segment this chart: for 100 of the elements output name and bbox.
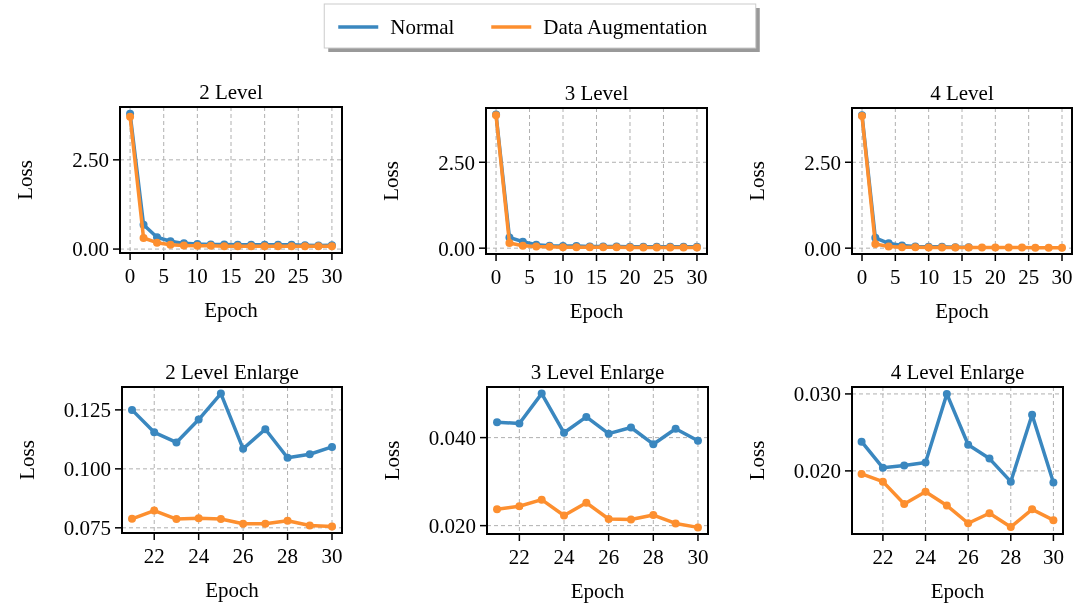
x-tick-label: 30 [1051, 265, 1073, 289]
point [560, 511, 569, 520]
x-tick-label: 28 [1000, 545, 1022, 569]
x-tick-label: 30 [1042, 545, 1064, 569]
point [305, 450, 314, 459]
x-tick-label: 26 [957, 545, 979, 569]
point [582, 498, 591, 507]
point [1028, 505, 1037, 514]
point [239, 519, 248, 528]
point [671, 519, 680, 528]
point [878, 477, 887, 486]
point [921, 487, 930, 496]
x-tick-label: 25 [1018, 265, 1040, 289]
point [515, 502, 524, 511]
chart-title: 2 Level Enlarge [165, 360, 299, 384]
x-axis-title: Epoch [930, 579, 985, 603]
point [1049, 478, 1058, 487]
point [1018, 243, 1026, 252]
y-tick-label: 0.100 [63, 457, 111, 482]
legend-label: Normal [390, 15, 455, 40]
point [878, 463, 887, 472]
chart-title: 4 Level [930, 81, 994, 105]
x-tick-label: 30 [321, 264, 343, 288]
point [493, 505, 502, 514]
x-tick-label: 26 [232, 544, 254, 568]
x-tick-label: 0 [124, 264, 136, 288]
chart-title: 3 Level [564, 81, 629, 105]
point [128, 514, 136, 523]
point [537, 389, 546, 398]
x-tick-label: 10 [552, 265, 574, 289]
point [985, 509, 994, 518]
y-axis-title: Loss [15, 440, 39, 480]
point [942, 389, 951, 398]
y-tick-label: 0.040 [428, 425, 476, 450]
x-tick-label: 28 [277, 544, 299, 568]
point [239, 444, 248, 453]
point [900, 499, 909, 508]
x-tick-label: 0 [856, 265, 868, 289]
x-axis-title: Epoch [570, 579, 625, 603]
y-axis-title: Loss [380, 440, 404, 481]
point [871, 240, 880, 249]
point [1028, 410, 1037, 419]
point [900, 461, 909, 470]
point [671, 424, 680, 433]
x-tick-label: 30 [321, 544, 343, 568]
point [537, 495, 546, 504]
point [604, 515, 613, 524]
point [649, 511, 658, 520]
point [283, 453, 292, 462]
point [216, 389, 225, 398]
x-tick-label: 20 [254, 264, 276, 288]
legend-label: Data Augmentation [543, 15, 708, 40]
point [1006, 523, 1015, 532]
y-tick-label: 2.50 [438, 150, 475, 175]
point [649, 440, 658, 449]
y-tick-label: 0.020 [793, 459, 841, 484]
point [1006, 477, 1015, 486]
chart-title: 4 Level Enlarge [890, 360, 1025, 384]
x-tick-label: 20 [984, 265, 1006, 289]
point [964, 440, 973, 449]
point [261, 425, 270, 434]
point [1031, 243, 1040, 252]
point [1058, 243, 1066, 252]
point [150, 506, 159, 515]
x-axis-title: Epoch [935, 299, 990, 323]
x-tick-label: 20 [619, 265, 641, 289]
x-tick-label: 28 [642, 545, 664, 569]
x-tick-label: 10 [918, 265, 940, 289]
point [128, 405, 136, 414]
x-axis-title: Epoch [205, 578, 260, 602]
point [693, 523, 702, 532]
point [942, 501, 951, 510]
point [328, 442, 336, 451]
point [172, 438, 181, 447]
point [518, 241, 527, 250]
x-tick-label: 25 [287, 264, 309, 288]
y-tick-label: 0.020 [428, 513, 476, 538]
point [216, 515, 225, 524]
x-axis-title: Epoch [569, 299, 624, 323]
x-tick-label: 5 [524, 265, 535, 289]
point [153, 238, 161, 247]
point [604, 429, 613, 438]
point [139, 234, 148, 243]
y-tick-label: 0.00 [804, 236, 841, 261]
y-axis-title: Loss [745, 440, 769, 481]
x-tick-label: 0 [490, 265, 502, 289]
y-tick-label: 0.075 [63, 516, 111, 541]
point [515, 419, 524, 428]
point [921, 458, 930, 467]
x-tick-label: 22 [508, 545, 530, 569]
point [582, 412, 591, 421]
x-tick-label: 5 [890, 265, 901, 289]
y-tick-label: 0.030 [793, 382, 841, 407]
x-tick-label: 15 [951, 265, 973, 289]
point [626, 423, 635, 432]
y-tick-label: 0.125 [63, 398, 111, 423]
point [857, 437, 866, 446]
point [172, 515, 181, 524]
x-tick-label: 25 [652, 265, 674, 289]
chart-title: 3 Level Enlarge [530, 360, 665, 384]
